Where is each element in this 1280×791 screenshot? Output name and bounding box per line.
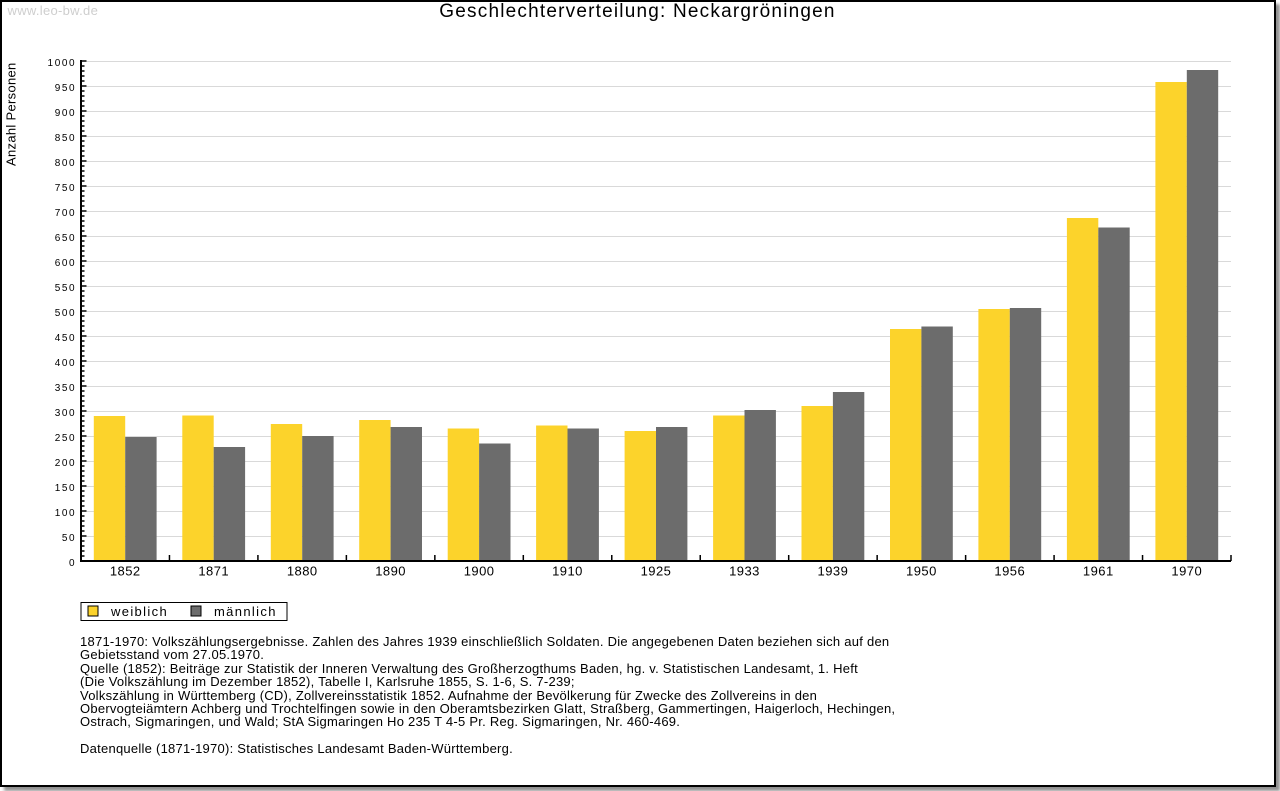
svg-text:850: 850 [55, 133, 77, 144]
svg-text:1900: 1900 [464, 564, 495, 579]
svg-text:1950: 1950 [906, 564, 937, 579]
svg-text:100: 100 [55, 508, 77, 519]
svg-text:650: 650 [55, 233, 77, 244]
svg-text:1939: 1939 [818, 564, 849, 579]
svg-text:1890: 1890 [375, 564, 406, 579]
svg-text:1933: 1933 [729, 564, 760, 579]
svg-text:450: 450 [55, 333, 77, 344]
svg-text:250: 250 [55, 433, 77, 444]
svg-text:600: 600 [55, 258, 77, 269]
svg-text:700: 700 [55, 208, 77, 219]
svg-text:350: 350 [55, 383, 77, 394]
svg-text:1000: 1000 [48, 58, 77, 69]
svg-text:0: 0 [69, 558, 76, 569]
svg-text:950: 950 [55, 83, 77, 94]
svg-text:1925: 1925 [641, 564, 672, 579]
svg-text:1880: 1880 [287, 564, 318, 579]
svg-text:Anzahl Personen: Anzahl Personen [4, 62, 19, 166]
svg-text:400: 400 [55, 358, 77, 369]
svg-text:1910: 1910 [552, 564, 583, 579]
svg-text:900: 900 [55, 108, 77, 119]
svg-text:750: 750 [55, 183, 77, 194]
svg-text:200: 200 [55, 458, 77, 469]
svg-text:550: 550 [55, 283, 77, 294]
svg-text:1852: 1852 [110, 564, 141, 579]
svg-text:männlich: männlich [214, 604, 277, 619]
svg-text:500: 500 [55, 308, 77, 319]
svg-text:50: 50 [62, 533, 76, 544]
svg-text:800: 800 [55, 158, 77, 169]
svg-text:weiblich: weiblich [110, 604, 168, 619]
svg-text:300: 300 [55, 408, 77, 419]
svg-text:1871: 1871 [198, 564, 229, 579]
svg-text:1961: 1961 [1083, 564, 1114, 579]
svg-text:1956: 1956 [994, 564, 1025, 579]
svg-text:1970: 1970 [1171, 564, 1202, 579]
svg-text:150: 150 [55, 483, 77, 494]
